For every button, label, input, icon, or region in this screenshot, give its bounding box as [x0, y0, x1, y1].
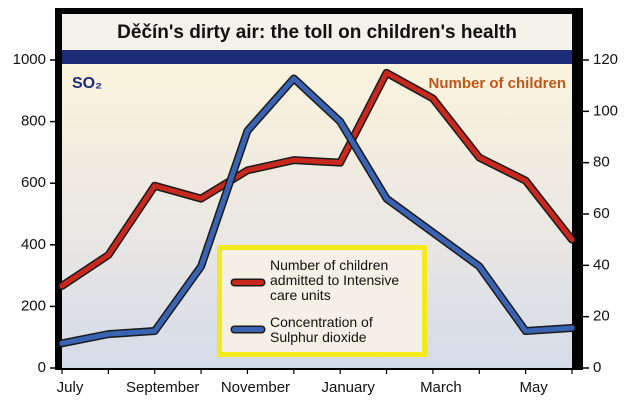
series-line	[59, 75, 575, 346]
x-tick-label: January	[321, 379, 375, 396]
y2-tick-label: 80	[593, 154, 610, 171]
y-tick-label: 0	[38, 359, 46, 376]
y-tick-label: 1000	[13, 51, 46, 68]
y2-tick-label: 120	[593, 51, 618, 68]
series-line	[59, 70, 575, 289]
title-band	[62, 14, 572, 50]
legend: Number of children admitted to Intensive…	[217, 245, 427, 357]
y-axis-label: SO₂	[72, 75, 102, 92]
y-tick-label: 600	[21, 174, 46, 191]
x-tick-label: May	[519, 379, 548, 396]
x-tick-label: November	[221, 379, 290, 396]
chart-title: Děčín's dirty air: the toll on children'…	[117, 22, 517, 43]
y2-axis-label: Number of children	[428, 75, 566, 92]
legend-swatch	[232, 327, 264, 332]
y-tick-label: 400	[21, 236, 46, 253]
legend-label: Concentration of Sulphur dioxide	[270, 314, 373, 345]
y2-tick-label: 40	[593, 256, 610, 273]
y-tick-label: 800	[21, 113, 46, 130]
y2-tick-label: 100	[593, 102, 618, 119]
legend-swatch	[232, 280, 264, 285]
x-tick-label: March	[420, 379, 462, 396]
title-rule	[62, 50, 572, 64]
y2-tick-label: 60	[593, 205, 610, 222]
x-tick-label: July	[57, 379, 84, 396]
y-tick-label: 200	[21, 297, 46, 314]
y2-tick-label: 20	[593, 308, 610, 325]
x-tick-label: September	[126, 379, 199, 396]
y2-tick-label: 0	[593, 359, 601, 376]
legend-label: Number of children admitted to Intensive…	[270, 257, 400, 303]
